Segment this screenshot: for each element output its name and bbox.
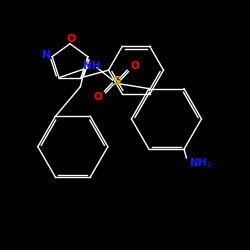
Text: O: O [66,34,76,44]
Text: O: O [94,92,102,102]
Text: NH$_2$: NH$_2$ [189,156,212,170]
Text: NH: NH [83,61,100,71]
Text: N: N [42,50,51,60]
Text: S: S [112,75,121,88]
Text: O: O [130,61,139,71]
